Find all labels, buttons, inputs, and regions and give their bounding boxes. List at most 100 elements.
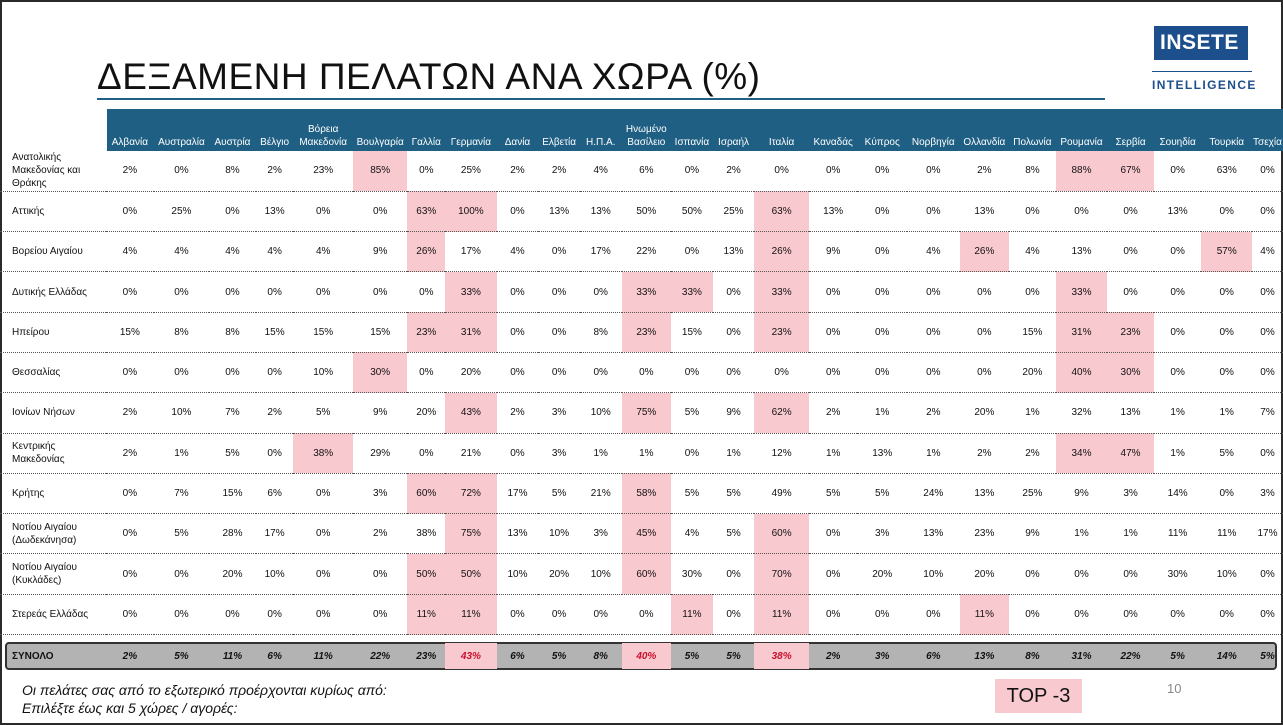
share-cell: 7% xyxy=(1252,392,1283,434)
column-header: Βουλγαρία xyxy=(356,137,404,148)
share-cell: 0% xyxy=(106,553,154,595)
table-row: Κεντρικής Μακεδονίας 2% 1% 5% 0% 38% 29% 0% 21% 0… xyxy=(0,433,1283,474)
share-cell: 28% xyxy=(209,513,256,555)
share-cell: 0% xyxy=(293,513,353,555)
share-cell: 17% xyxy=(255,513,294,555)
share-cell: 85% xyxy=(352,151,408,192)
market-share-table: Αλβανία Αυστραλία Αυστρία Βέλγιο Βόρεια Μακε… xyxy=(0,109,1283,636)
share-cell: 20% xyxy=(538,553,580,595)
share-cell: 31% xyxy=(1055,312,1108,353)
share-cell: 15% xyxy=(352,312,408,353)
share-cell: 5% xyxy=(671,473,713,515)
share-cell: 9% xyxy=(712,392,755,434)
share-cell: 2% xyxy=(538,151,580,192)
share-cell: 20% xyxy=(959,392,1010,434)
share-cell: 0% xyxy=(1153,231,1202,273)
share-cell: 15% xyxy=(671,312,713,353)
share-cell: 3% xyxy=(352,473,408,515)
share-cell: 6% xyxy=(255,473,294,515)
share-cell: 49% xyxy=(754,473,809,515)
share-cell: 1% xyxy=(153,433,210,474)
share-cell: 24% xyxy=(907,473,960,515)
share-cell: 12% xyxy=(754,433,809,474)
share-cell: 13% xyxy=(1107,392,1154,434)
region-header xyxy=(0,109,106,151)
share-cell: 0% xyxy=(1009,553,1056,595)
share-cell: 4% xyxy=(671,513,713,555)
share-cell: 3% xyxy=(579,513,622,555)
column-header: Η.Π.Α. xyxy=(586,137,616,148)
share-cell: 0% xyxy=(857,151,908,192)
table-row: Θεσσαλίας 0% 0% 0% 0% 10% 30% 0% 20% 0% 0% 0% 0% 0% 0%… xyxy=(0,352,1283,394)
share-cell: 0% xyxy=(106,513,154,555)
share-cell: 0% xyxy=(1252,151,1283,192)
share-cell: 0% xyxy=(907,594,960,636)
share-cell: 0% xyxy=(621,352,672,394)
column-header: Κύπρος xyxy=(864,137,900,148)
share-cell: 0% xyxy=(579,594,622,636)
column-header: Γερμανία xyxy=(450,137,491,148)
share-cell: 0% xyxy=(907,352,960,394)
share-cell: 23% xyxy=(754,312,809,353)
total-cell: 38% xyxy=(754,643,809,669)
share-cell: 8% xyxy=(209,312,256,353)
total-cell: 8% xyxy=(1025,650,1040,662)
share-cell: 23% xyxy=(621,312,672,353)
share-cell: 0% xyxy=(1009,191,1056,233)
logo-text-b: SETE xyxy=(1182,31,1239,54)
share-cell: 0% xyxy=(106,352,154,394)
share-cell: 11% xyxy=(1153,513,1202,555)
table-row: Ιονίων Νήσων 2% 10% 7% 2% 5% 9% 20% 43% 2% 3% 10% 75… xyxy=(0,392,1283,434)
share-cell: 0% xyxy=(857,352,908,394)
share-cell: 0% xyxy=(209,594,256,636)
insete-logo: INSETE INTELLIGENCE xyxy=(1152,26,1255,98)
region-label: Θεσσαλίας xyxy=(0,352,107,394)
column-header: Αυστραλία xyxy=(158,137,205,148)
share-cell: 0% xyxy=(808,594,858,636)
share-cell: 60% xyxy=(754,513,809,555)
share-cell: 1% xyxy=(1055,513,1108,555)
share-cell: 25% xyxy=(445,151,497,192)
share-cell: 0% xyxy=(496,191,539,233)
share-cell: 5% xyxy=(153,513,210,555)
share-cell: 0% xyxy=(255,352,294,394)
share-cell: 0% xyxy=(808,271,858,313)
share-cell: 0% xyxy=(712,553,755,595)
share-cell: 3% xyxy=(538,433,580,474)
share-cell: 63% xyxy=(1201,151,1252,192)
share-cell: 23% xyxy=(407,312,446,353)
share-cell: 4% xyxy=(293,231,353,273)
table-row: Βορείου Αιγαίου 4% 4% 4% 4% 4% 9% 26% 17% 4% 0% 17%… xyxy=(0,231,1283,273)
total-cell: 40% xyxy=(621,643,672,669)
share-cell: 0% xyxy=(579,352,622,394)
share-cell: 1% xyxy=(1153,392,1202,434)
share-cell: 4% xyxy=(255,231,294,273)
share-cell: 75% xyxy=(445,513,497,555)
share-cell: 0% xyxy=(1201,352,1252,394)
share-cell: 0% xyxy=(352,191,408,233)
total-cell: 5% xyxy=(174,650,189,662)
column-header: Τουρκία xyxy=(1209,137,1245,148)
table-row: Αττικής 0% 25% 0% 13% 0% 0% 63% 100% 0% 13% 13% 50% 5… xyxy=(0,191,1283,233)
share-cell: 13% xyxy=(712,231,755,273)
column-header: Βόρεια Μακεδονία xyxy=(299,124,348,148)
share-cell: 13% xyxy=(857,433,908,474)
share-cell: 0% xyxy=(1153,312,1202,353)
share-cell: 4% xyxy=(209,231,256,273)
share-cell: 0% xyxy=(712,594,755,636)
share-cell: 20% xyxy=(407,392,446,434)
share-cell: 1% xyxy=(621,433,672,474)
share-cell: 0% xyxy=(209,191,256,233)
share-cell: 15% xyxy=(1009,312,1056,353)
total-cell: 2% xyxy=(825,650,841,662)
share-cell: 0% xyxy=(754,352,809,394)
share-cell: 50% xyxy=(407,553,446,595)
share-cell: 5% xyxy=(857,473,908,515)
share-cell: 9% xyxy=(1009,513,1056,555)
share-cell: 11% xyxy=(959,594,1010,636)
table-row: Νοτίου Αιγαίου (Δωδεκάνησα) 0% 5% 28% 17% 0% 2… xyxy=(0,513,1283,555)
share-cell: 13% xyxy=(808,191,858,233)
share-cell: 38% xyxy=(407,513,446,555)
share-cell: 0% xyxy=(1252,352,1283,394)
share-cell: 30% xyxy=(671,553,713,595)
